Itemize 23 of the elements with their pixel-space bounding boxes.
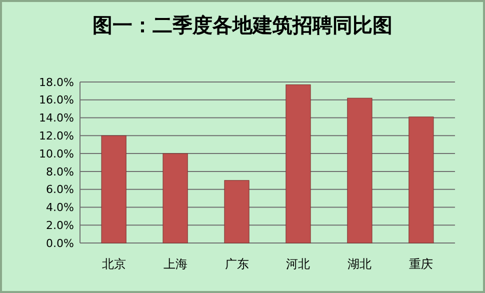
y-tick-label: 0.0% [46,236,74,250]
y-tick-label: 18.0% [39,76,74,89]
y-tick-label: 6.0% [46,183,74,196]
x-tick-label: 湖北 [348,257,372,271]
bar [101,135,126,244]
bar [162,153,188,244]
bar [286,84,311,244]
x-tick-label: 河北 [286,257,310,271]
bar [224,180,250,244]
x-tick-label: 重庆 [409,257,434,271]
x-tick-label: 上海 [163,257,188,271]
bar [347,98,372,244]
y-tick-label: 16.0% [39,94,74,107]
y-tick-label: 10.0% [39,147,74,160]
y-tick-label: 8.0% [46,165,74,178]
x-tick-label: 广东 [224,257,249,271]
y-tick-label: 4.0% [46,201,74,214]
y-tick-label: 14.0% [39,112,74,125]
bar [408,116,434,244]
y-tick-label: 12.0% [39,130,74,143]
x-tick-label: 北京 [102,257,126,271]
chart-title: 图一：二季度各地建筑招聘同比图 [92,13,392,37]
y-tick-label: 2.0% [46,218,74,232]
